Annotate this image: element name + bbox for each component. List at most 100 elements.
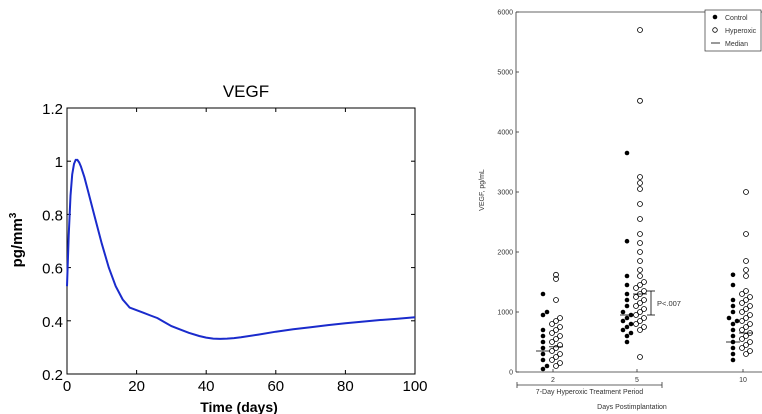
hyperoxic-point bbox=[557, 333, 563, 339]
left-y-tick-label: 0.8 bbox=[42, 207, 63, 224]
control-point bbox=[624, 315, 630, 321]
control-point bbox=[540, 339, 546, 345]
hyperoxic-point bbox=[637, 273, 643, 279]
left-chart-title: VEGF bbox=[223, 82, 269, 101]
hyperoxic-point bbox=[557, 360, 563, 366]
hyperoxic-point bbox=[747, 312, 753, 318]
control-point bbox=[540, 327, 546, 333]
hyperoxic-point bbox=[739, 327, 745, 333]
hyperoxic-point bbox=[637, 318, 643, 324]
legend-median-label: Median bbox=[725, 41, 748, 48]
right-axes: 0 1000 2000 3000 4000 5000 6000 2 5 10 bbox=[497, 10, 762, 384]
control-point bbox=[730, 357, 736, 363]
hyperoxic-point bbox=[743, 297, 749, 303]
legend: Control Hyperoxic Median bbox=[704, 9, 762, 52]
hyperoxic-point bbox=[743, 231, 749, 237]
hyperoxic-point bbox=[739, 300, 745, 306]
left-axes: 0 20 40 60 80 100 0.2 0.4 0.6 0.8 1 1.2 bbox=[42, 101, 427, 395]
control-point bbox=[624, 324, 630, 330]
hyperoxic-point bbox=[637, 186, 643, 192]
hyperoxic-point bbox=[549, 321, 555, 327]
control-point bbox=[540, 291, 546, 297]
left-y-tick-label: 0.4 bbox=[42, 314, 63, 331]
control-point bbox=[540, 345, 546, 351]
left-y-tick-label: 0.2 bbox=[42, 367, 63, 384]
hyperoxic-point bbox=[557, 342, 563, 348]
control-point bbox=[730, 327, 736, 333]
hyperoxic-point bbox=[553, 297, 559, 303]
hyperoxic-point bbox=[549, 357, 555, 363]
hyperoxic-point bbox=[549, 330, 555, 336]
legend-hyperoxic-marker bbox=[712, 27, 718, 33]
hyperoxic-point bbox=[739, 336, 745, 342]
hyperoxic-point bbox=[637, 97, 643, 104]
right-y-tick-label: 5000 bbox=[497, 70, 513, 77]
vegf-series-line bbox=[66, 158, 416, 340]
control-point bbox=[730, 272, 736, 278]
hyperoxic-point bbox=[637, 240, 643, 246]
hyperoxic-point bbox=[637, 249, 643, 255]
treatment-period: 7-Day Hyperoxic Treatment Period bbox=[516, 382, 663, 396]
hyperoxic-point bbox=[747, 339, 753, 345]
control-point bbox=[540, 366, 546, 372]
left-y-axis-label-base: pg/mm bbox=[9, 218, 26, 267]
hyperoxic-point bbox=[641, 324, 647, 330]
hyperoxic-point bbox=[743, 306, 749, 312]
legend-control-label: Control bbox=[725, 15, 748, 22]
hyperoxic-point bbox=[637, 327, 643, 333]
hyperoxic-point bbox=[553, 327, 559, 333]
control-point bbox=[730, 321, 736, 327]
control-point bbox=[628, 330, 634, 336]
hyperoxic-point bbox=[553, 345, 559, 351]
control-point bbox=[620, 309, 626, 315]
hyperoxic-point bbox=[743, 189, 749, 195]
control-point bbox=[624, 333, 630, 339]
control-point bbox=[624, 273, 630, 279]
control-point bbox=[624, 297, 630, 303]
left-x-axis-label: Time (days) bbox=[200, 399, 278, 414]
hyperoxic-point bbox=[633, 285, 639, 291]
vegf-scatter-chart: 0 1000 2000 3000 4000 5000 6000 2 5 10 P<.007 7-D… bbox=[479, 9, 762, 411]
hyperoxic-point bbox=[747, 294, 753, 300]
hyperoxic-point bbox=[743, 351, 749, 357]
control-point bbox=[540, 351, 546, 357]
right-y-tick-label: 1000 bbox=[497, 310, 513, 317]
control-point bbox=[624, 291, 630, 297]
left-y-tick-label: 1 bbox=[55, 154, 63, 171]
hyperoxic-point bbox=[739, 318, 745, 324]
left-x-tick-label: 20 bbox=[128, 378, 145, 395]
hyperoxic-point bbox=[747, 348, 753, 354]
right-y-axis-label: VEGF, pg/mL bbox=[479, 169, 486, 211]
hyperoxic-point bbox=[743, 267, 749, 273]
control-point bbox=[624, 339, 630, 345]
hyperoxic-point bbox=[637, 216, 643, 222]
left-y-tick-label: 1.2 bbox=[42, 101, 63, 118]
hyperoxic-point bbox=[633, 321, 639, 327]
right-medians bbox=[536, 293, 753, 352]
hyperoxic-point bbox=[743, 324, 749, 330]
hyperoxic-point bbox=[747, 303, 753, 309]
control-point bbox=[730, 282, 736, 288]
hyperoxic-point bbox=[637, 282, 643, 288]
hyperoxic-point bbox=[637, 300, 643, 306]
hyperoxic-point bbox=[743, 258, 749, 264]
hyperoxic-point bbox=[637, 354, 643, 360]
right-x-tick-label: 2 bbox=[551, 377, 555, 384]
hyperoxic-point bbox=[633, 294, 639, 300]
hyperoxic-point bbox=[743, 333, 749, 339]
control-point bbox=[540, 333, 546, 339]
left-x-tick-label: 0 bbox=[63, 378, 71, 395]
hyperoxic-point bbox=[637, 201, 643, 207]
control-point bbox=[726, 315, 732, 321]
hyperoxic-point bbox=[637, 27, 643, 33]
hyperoxic-point bbox=[553, 363, 559, 369]
left-x-tick-label: 40 bbox=[198, 378, 215, 395]
right-y-tick-label: 0 bbox=[509, 370, 513, 377]
hyperoxic-point bbox=[739, 309, 745, 315]
control-point bbox=[730, 303, 736, 309]
p-value-label: P<.007 bbox=[657, 299, 681, 308]
hyperoxic-point bbox=[637, 258, 643, 264]
hyperoxic-point bbox=[743, 273, 749, 279]
left-x-tick-label: 80 bbox=[337, 378, 354, 395]
control-point bbox=[624, 238, 630, 244]
